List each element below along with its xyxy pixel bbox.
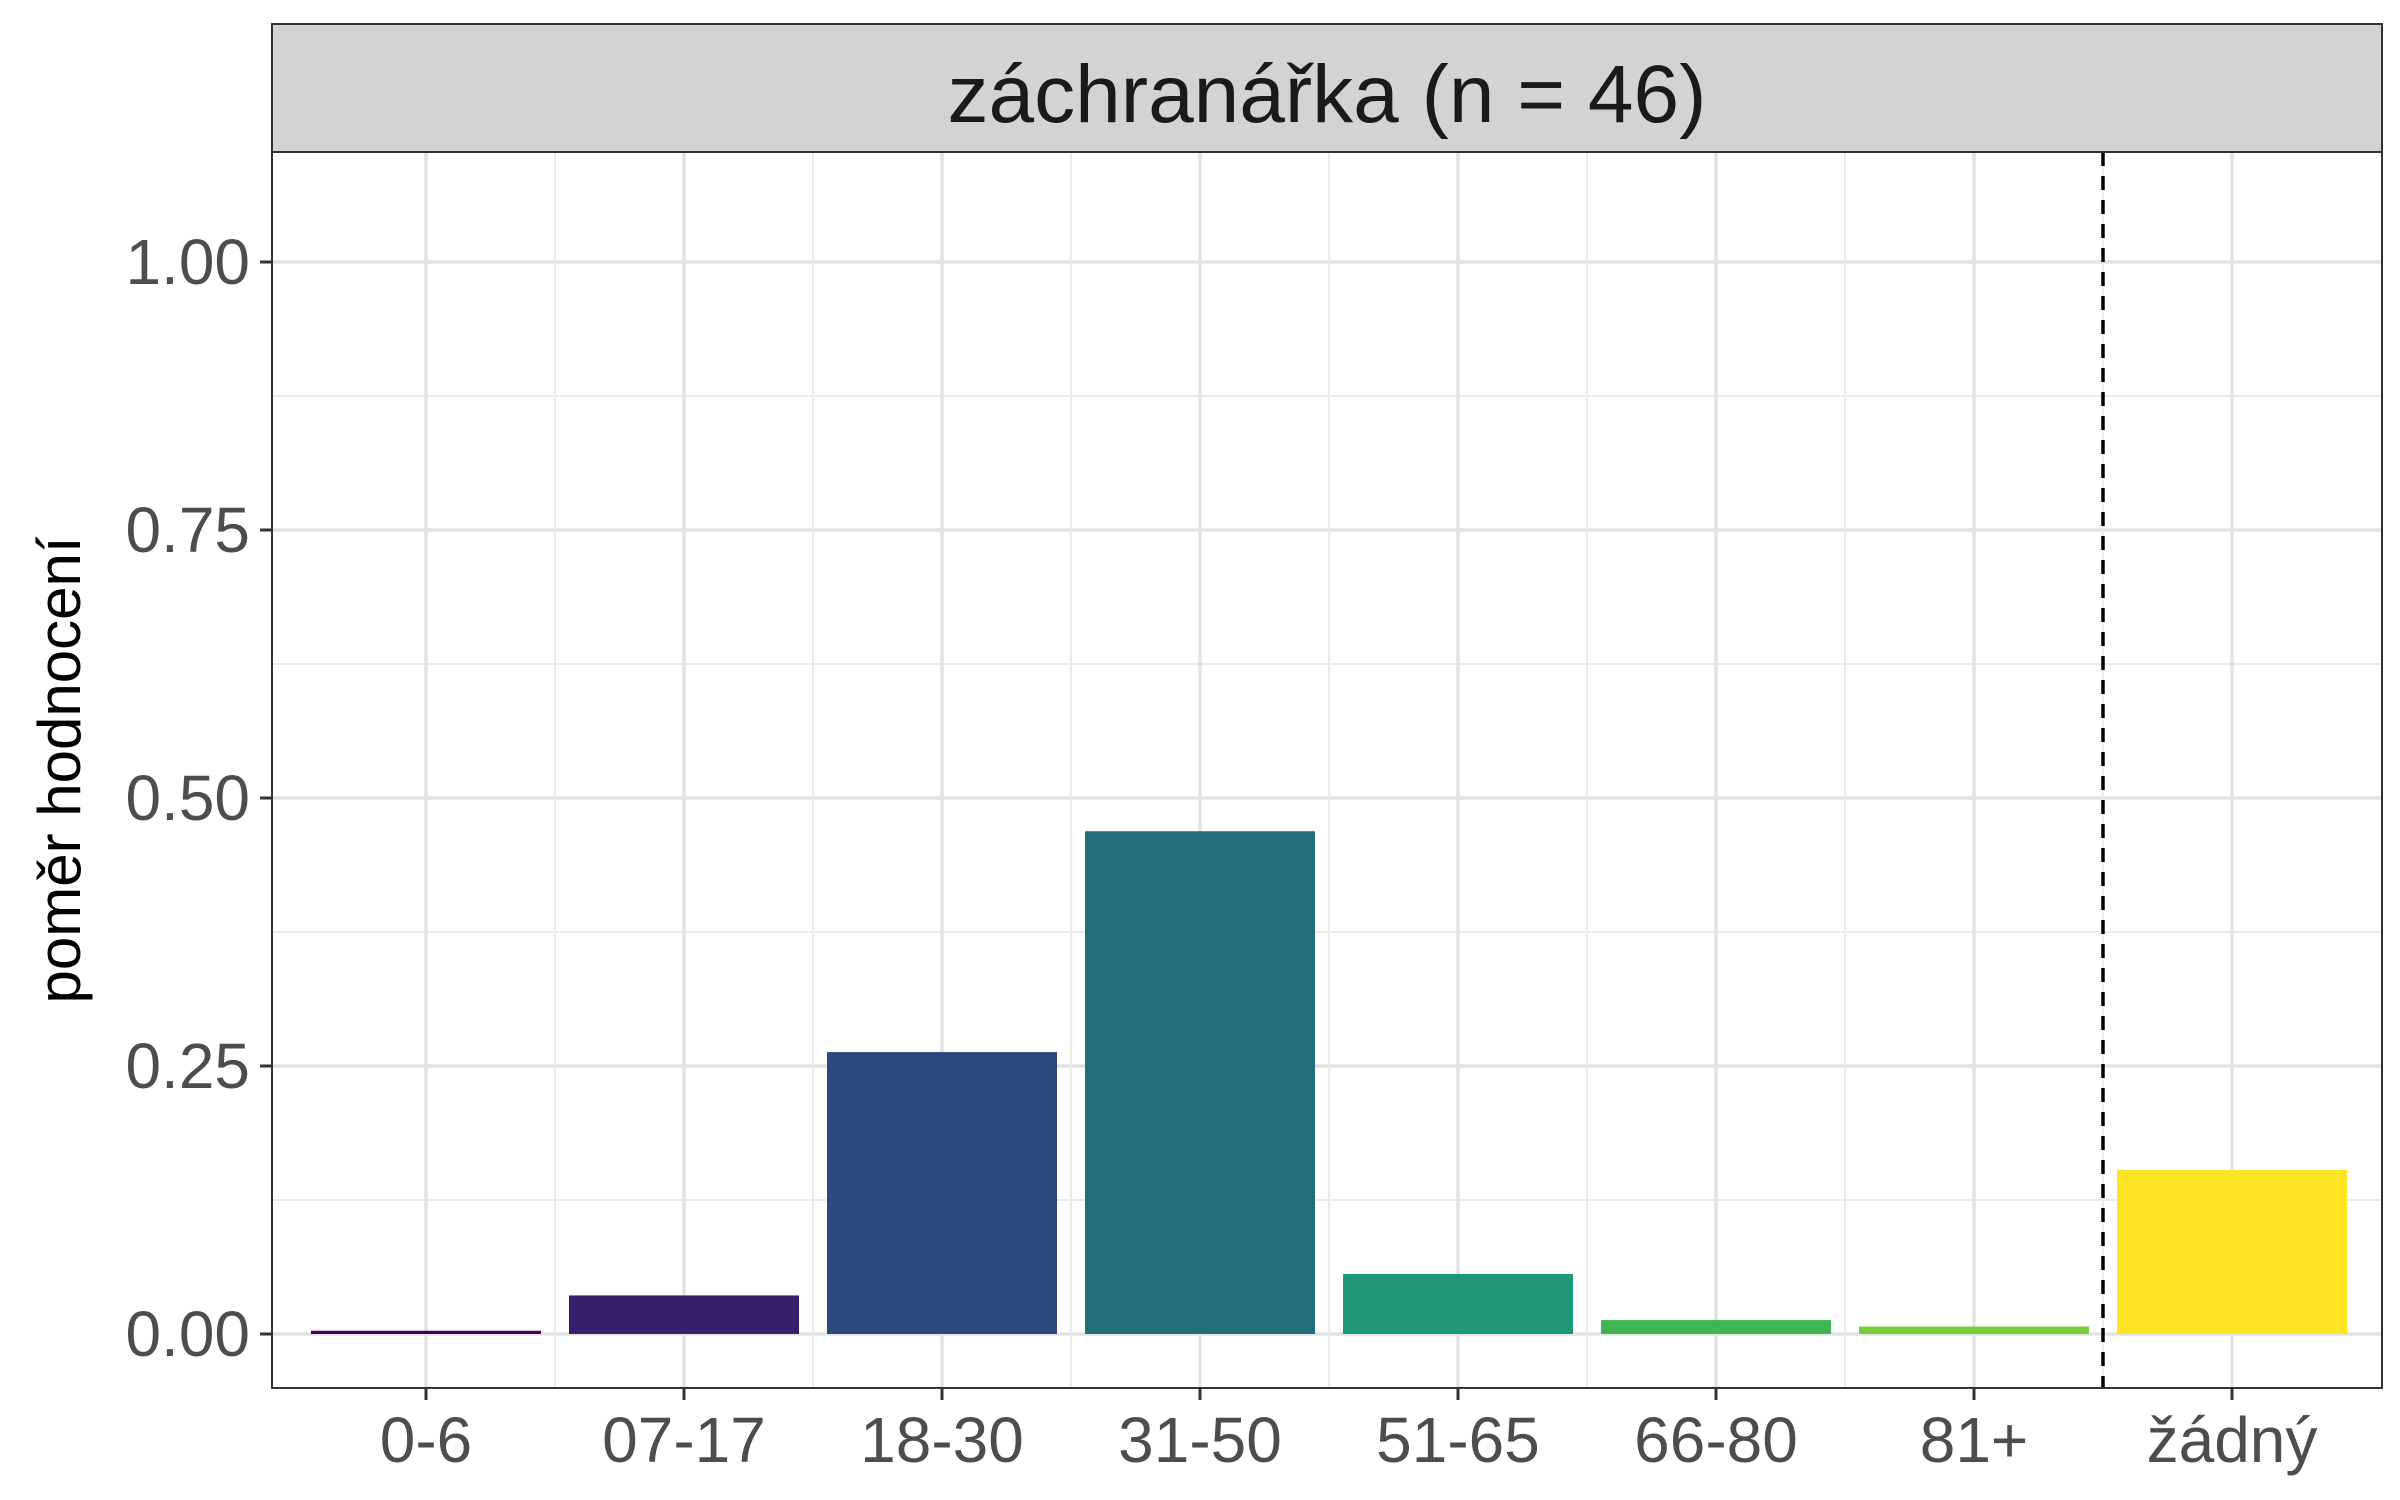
bar-žádný: [2117, 1169, 2347, 1334]
y-tick-label: 0.25: [125, 1030, 250, 1102]
y-tick-label: 1.00: [125, 226, 250, 298]
bar-31-50: [1085, 831, 1315, 1334]
bar-18-30: [827, 1052, 1057, 1334]
facet-strip: záchranářka (n = 46): [271, 23, 2383, 153]
grid-lines: [272, 152, 2382, 1388]
bar-0-6: [311, 1330, 541, 1334]
x-axis: 0-6 07-17 18-30 31-50 51-65 66-80 81+ žádný: [380, 1388, 2318, 1476]
x-tick-label: 66-80: [1634, 1404, 1798, 1476]
x-tick-label: 81+: [1920, 1404, 2029, 1476]
bar-51-65: [1343, 1273, 1573, 1334]
bar-07-17: [569, 1295, 799, 1334]
bar-66-80: [1601, 1320, 1831, 1334]
bar-81+: [1859, 1326, 2089, 1334]
x-tick-label: 31-50: [1118, 1404, 1282, 1476]
bars: [311, 831, 2347, 1334]
y-axis: 0.00 0.25 0.50 0.75 1.00: [125, 226, 272, 1370]
x-tick-label: žádný: [2147, 1404, 2318, 1476]
y-axis-label: poměr hodnocení: [26, 536, 93, 1003]
y-tick-label: 0.75: [125, 494, 250, 566]
x-tick-label: 18-30: [860, 1404, 1024, 1476]
x-tick-label: 51-65: [1376, 1404, 1540, 1476]
x-tick-label: 0-6: [380, 1404, 473, 1476]
y-tick-label: 0.00: [125, 1298, 250, 1370]
facet-strip-background: [271, 23, 2383, 153]
x-tick-label: 07-17: [602, 1404, 766, 1476]
y-tick-label: 0.50: [125, 762, 250, 834]
facet-strip-title: záchranářka (n = 46): [948, 49, 1707, 140]
